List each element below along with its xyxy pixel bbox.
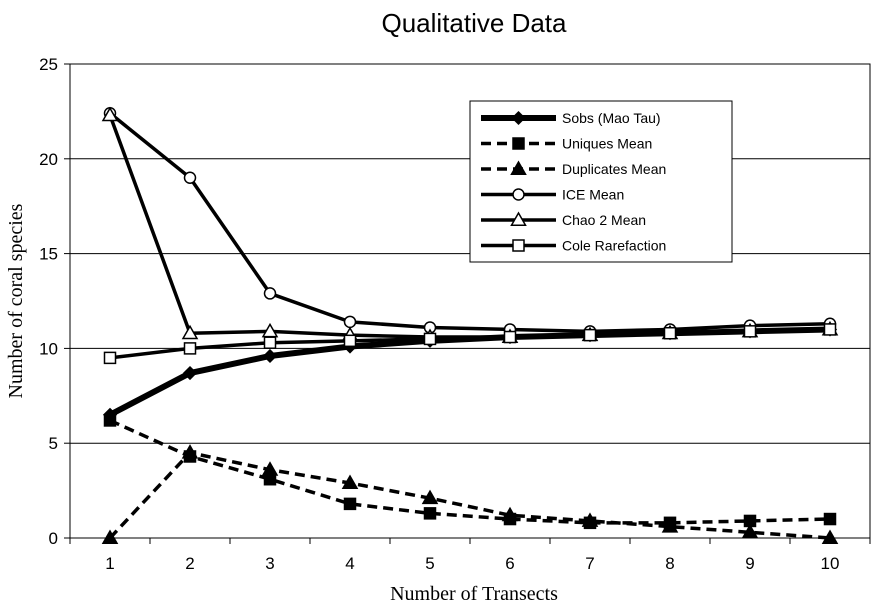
data-point — [823, 512, 837, 526]
data-point — [343, 315, 357, 329]
chart-title: Qualitative Data — [382, 8, 568, 38]
data-point — [181, 324, 199, 340]
series-line — [109, 327, 831, 360]
data-point — [581, 512, 599, 527]
y-axis-label: Number of coral species — [5, 203, 27, 398]
legend-label: Chao 2 Mean — [562, 212, 646, 228]
data-point — [423, 332, 437, 346]
data-point — [183, 342, 197, 355]
legend: Sobs (Mao Tau) Uniques Mean Duplicates Mea… — [469, 100, 733, 263]
legend-label: Uniques Mean — [562, 136, 652, 152]
x-axis-label: Number of Transects — [390, 583, 558, 605]
data-point — [262, 348, 278, 364]
series-line — [108, 326, 831, 418]
data-point — [182, 365, 198, 381]
data-point — [583, 328, 597, 342]
y-tick-label: 10 — [39, 339, 58, 358]
y-axis: 0 5 10 15 20 25 — [39, 55, 70, 548]
series-3 — [101, 444, 839, 544]
x-tick-label: 1 — [105, 554, 114, 573]
series-line — [108, 111, 831, 334]
data-point — [743, 325, 757, 338]
y-tick-label: 25 — [39, 55, 58, 74]
series-layer — [101, 106, 839, 544]
y-tick-label: 0 — [49, 529, 58, 548]
data-point — [181, 444, 199, 459]
x-tick-label: 6 — [505, 554, 514, 573]
x-axis: 1 2 3 4 5 6 7 8 9 10 — [69, 538, 871, 573]
data-point — [741, 523, 759, 539]
x-tick-label: 3 — [265, 554, 274, 573]
data-point — [183, 171, 197, 185]
legend-label: Duplicates Mean — [562, 161, 666, 177]
data-point — [823, 323, 837, 336]
series-2 — [103, 414, 837, 530]
x-tick-label: 7 — [585, 554, 594, 573]
data-point — [343, 334, 357, 348]
data-point — [103, 414, 117, 427]
legend-label: Sobs (Mao Tau) — [562, 110, 661, 126]
data-point — [663, 326, 677, 340]
data-point — [423, 507, 437, 520]
x-tick-label: 10 — [821, 554, 840, 573]
data-point — [501, 506, 519, 522]
data-point — [103, 351, 117, 365]
legend-marker — [512, 137, 525, 150]
y-tick-label: 20 — [39, 150, 58, 169]
legend-label: ICE Mean — [562, 187, 624, 203]
x-tick-label: 8 — [665, 554, 674, 573]
series-line — [109, 418, 831, 525]
legend-label: Cole Rarefaction — [562, 238, 666, 254]
data-point — [661, 518, 679, 533]
data-point — [421, 489, 439, 505]
data-point — [503, 330, 517, 344]
legend-marker — [511, 110, 526, 126]
data-point — [101, 106, 119, 122]
x-tick-label: 4 — [345, 554, 354, 573]
data-point — [263, 336, 277, 349]
x-tick-label: 9 — [745, 554, 754, 573]
x-tick-label: 5 — [425, 554, 434, 573]
legend-marker — [512, 239, 525, 252]
legend-marker — [512, 188, 525, 201]
data-point — [341, 474, 359, 490]
data-point — [101, 529, 119, 544]
data-point — [261, 461, 279, 476]
legend-marker — [510, 160, 527, 175]
y-tick-label: 5 — [49, 434, 58, 453]
series-6 — [103, 323, 837, 365]
legend-marker — [510, 211, 527, 226]
x-tick-label: 2 — [185, 554, 194, 573]
data-point — [343, 497, 357, 511]
data-point — [821, 529, 839, 544]
data-point — [263, 287, 277, 300]
series-line — [108, 450, 831, 540]
y-tick-label: 15 — [39, 245, 58, 264]
legend-box — [469, 100, 733, 263]
